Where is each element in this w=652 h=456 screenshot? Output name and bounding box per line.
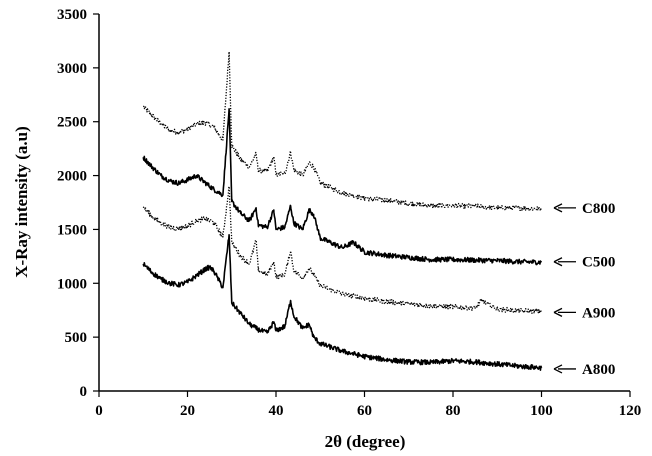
x-tick-label: 20 [180, 403, 195, 419]
x-tick-label: 120 [619, 403, 642, 419]
series-line-c500 [142, 107, 543, 266]
y-axis-title: X-Ray intensity (a.u) [12, 126, 31, 278]
series-labels-group: C800 C500 A900 A800 [553, 201, 615, 378]
x-axis-title: 2θ (degree) [325, 432, 406, 451]
label-arrow-icon [553, 307, 563, 317]
y-tick-label: 3000 [57, 61, 87, 77]
series-label-c800: C800 [582, 201, 615, 217]
series-line-a800 [142, 234, 543, 371]
x-tick-label: 0 [95, 403, 103, 419]
series-line-c800 [142, 51, 542, 212]
y-tick-label: 1000 [57, 276, 87, 292]
y-tick-label: 500 [65, 330, 88, 346]
x-tick-label: 80 [446, 403, 461, 419]
axes-group [98, 14, 630, 392]
ticks-group: 0 20 40 60 80 100 120 0 500 1000 1500 2000 2500 3000 3… [57, 7, 641, 419]
label-arrow-icon [553, 257, 563, 267]
y-tick-label: 3500 [57, 7, 87, 23]
label-arrow-icon [553, 364, 563, 374]
series-label-c500: C500 [582, 255, 615, 271]
series-label-a800: A800 [582, 362, 615, 378]
label-arrow-icon [553, 203, 563, 213]
x-tick-label: 100 [530, 403, 553, 419]
series-line-a900 [142, 185, 542, 315]
y-tick-label: 2500 [57, 115, 87, 131]
x-tick-label: 40 [269, 403, 284, 419]
series-group [142, 51, 543, 371]
series-label-a900: A900 [582, 305, 615, 321]
y-tick-label: 2000 [57, 169, 87, 185]
y-tick-label: 0 [80, 384, 88, 400]
x-tick-label: 60 [357, 403, 372, 419]
y-tick-label: 1500 [57, 222, 87, 238]
